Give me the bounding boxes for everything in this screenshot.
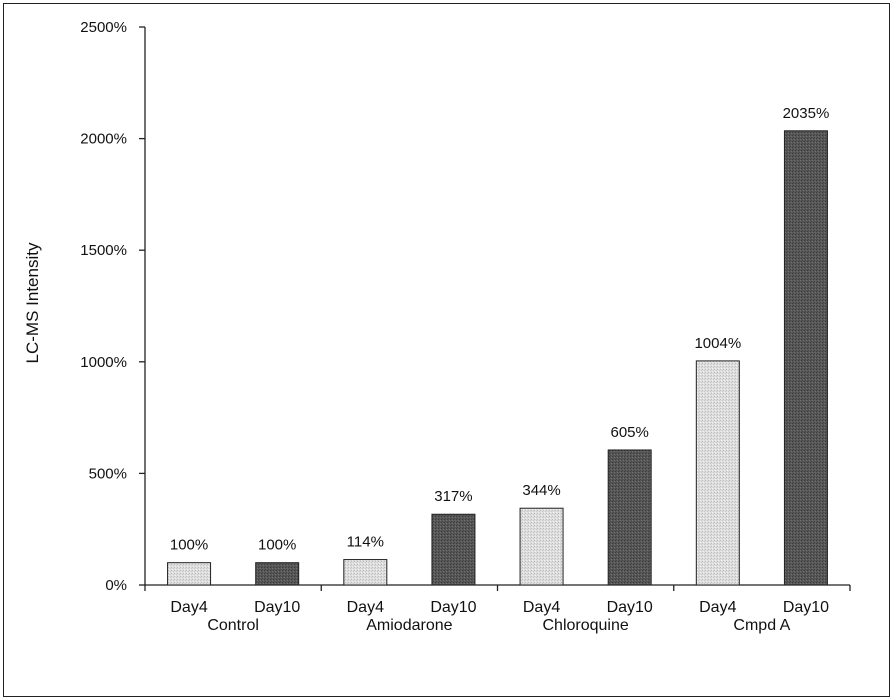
bar-amiodarone-day10 — [431, 513, 476, 586]
bar-chloroquine-day4 — [519, 507, 564, 586]
x-category-label: Day4 — [347, 599, 384, 616]
x-category-label: Day10 — [607, 599, 653, 616]
x-group-label: Control — [207, 617, 259, 634]
bar-chloroquine-day10 — [607, 449, 652, 586]
y-tick-label: 0% — [105, 577, 127, 594]
bars — [167, 130, 828, 586]
bar-control-day10 — [255, 562, 300, 586]
data-label: 605% — [611, 424, 649, 441]
bar-cmpd-a-day4 — [695, 360, 740, 586]
data-label: 1004% — [694, 335, 741, 352]
bar-control-day4 — [167, 562, 212, 586]
data-label: 114% — [347, 534, 384, 551]
data-label: 2035% — [783, 105, 830, 122]
x-category-label: Day4 — [699, 599, 736, 616]
x-group-label: Chloroquine — [542, 617, 628, 634]
x-category-label: Day10 — [254, 599, 300, 616]
y-tick-label: 1000% — [80, 354, 127, 371]
data-label: 100% — [258, 537, 296, 554]
x-group-label: Cmpd A — [733, 617, 790, 634]
data-label: 344% — [522, 482, 560, 499]
data-label: 100% — [170, 537, 208, 554]
x-category-label: Day10 — [430, 599, 476, 616]
x-axis: Day4 Day10 Day4 Day10 Day4 Day10 Day4 Day10Cont… — [144, 584, 851, 634]
data-labels: 100% 100% 114% 317% 344% 605% 1004% 2035% — [170, 105, 829, 554]
x-category-label: Day10 — [783, 599, 829, 616]
y-tick-label: 500% — [89, 465, 127, 482]
bar-cmpd-a-day10 — [783, 130, 828, 586]
y-tick-label: 2000% — [80, 131, 127, 148]
y-axis: 0% 500% 1000% 1500% 2000% 2500% — [80, 19, 146, 594]
y-tick-label: 2500% — [80, 19, 127, 36]
y-axis-title: LC-MS Intensity — [23, 242, 42, 363]
bar-amiodarone-day4 — [343, 559, 388, 586]
y-tick-label: 1500% — [80, 242, 127, 259]
data-label: 317% — [434, 488, 472, 505]
x-group-label: Amiodarone — [366, 617, 452, 634]
x-category-label: Day4 — [170, 599, 207, 616]
x-category-label: Day4 — [523, 599, 560, 616]
